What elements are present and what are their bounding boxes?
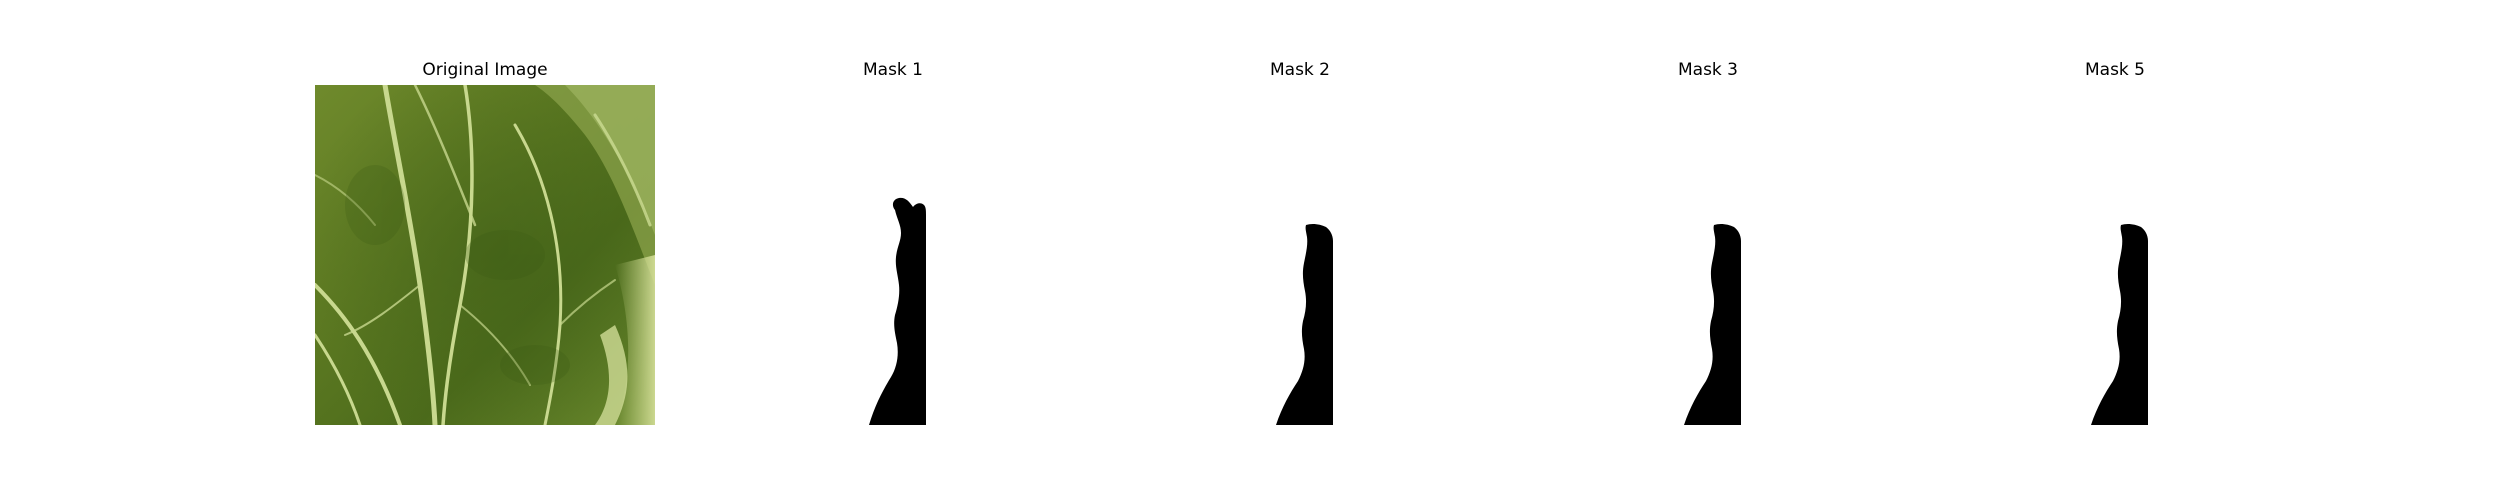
panel-title: Mask 5 <box>2084 60 2145 80</box>
leaf-photo <box>315 85 655 425</box>
segmentation-mask <box>1538 85 1878 425</box>
panel-mask-2: Mask 2 <box>1130 0 1470 500</box>
panel-mask-1: Mask 1 <box>723 0 1063 500</box>
panel-title: Original Image <box>422 60 548 80</box>
panel-title: Mask 2 <box>1269 60 1330 80</box>
segmentation-mask <box>1130 85 1470 425</box>
panel-title: Mask 3 <box>1677 60 1738 80</box>
segmentation-mask <box>723 85 1063 425</box>
segmentation-mask <box>1945 85 2285 425</box>
panel-mask-5: Mask 5 <box>1945 0 2285 500</box>
panel-title: Mask 1 <box>862 60 923 80</box>
panel-mask-3: Mask 3 <box>1538 0 1878 500</box>
panel-original-image: Original Image <box>315 0 655 500</box>
